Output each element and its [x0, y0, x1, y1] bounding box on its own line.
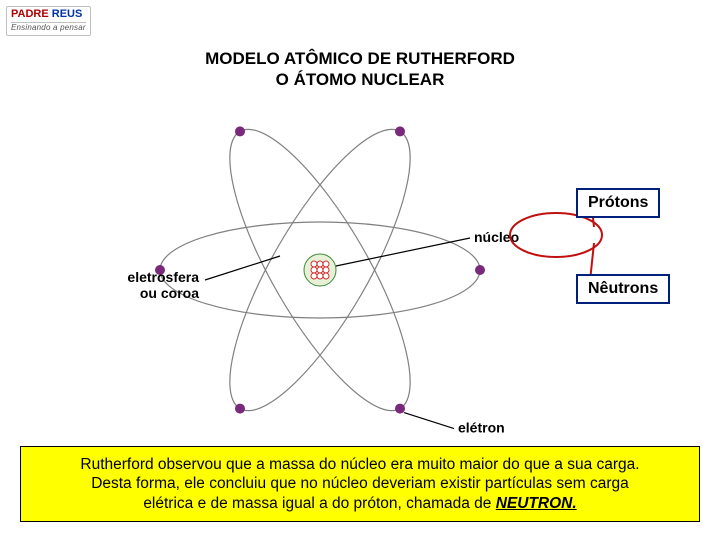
- title-line2: O ÁTOMO NUCLEAR: [205, 69, 515, 90]
- logo: PADRE REUS Ensinando a pensar: [6, 6, 91, 36]
- atom-diagram: núcleoeletrosferaou coroaelétron: [0, 105, 720, 435]
- caption-line1: Rutherford observou que a massa do núcle…: [80, 456, 639, 473]
- caption-neutron: NEUTRON.: [496, 495, 577, 512]
- svg-text:elétron: elétron: [458, 420, 505, 435]
- page-title: MODELO ATÔMICO DE RUTHERFORD O ÁTOMO NUC…: [205, 48, 515, 91]
- svg-text:ou coroa: ou coroa: [140, 285, 199, 301]
- caption-line2: Desta forma, ele concluiu que no núcleo …: [91, 475, 629, 492]
- logo-padre: PADRE: [11, 8, 49, 20]
- title-line1: MODELO ATÔMICO DE RUTHERFORD: [205, 48, 515, 69]
- logo-reus: REUS: [52, 8, 83, 20]
- neutrons-box: Nêutrons: [576, 274, 670, 304]
- logo-sub: Ensinando a pensar: [11, 22, 86, 32]
- caption-line3a: elétrica e de massa igual a do próton, c…: [143, 495, 495, 512]
- logo-title: PADRE REUS: [11, 9, 86, 20]
- svg-text:eletrosfera: eletrosfera: [127, 269, 199, 285]
- protons-label: Prótons: [588, 194, 648, 211]
- caption-box: Rutherford observou que a massa do núcle…: [20, 446, 700, 522]
- neutrons-label: Nêutrons: [588, 280, 658, 297]
- protons-box: Prótons: [576, 188, 660, 218]
